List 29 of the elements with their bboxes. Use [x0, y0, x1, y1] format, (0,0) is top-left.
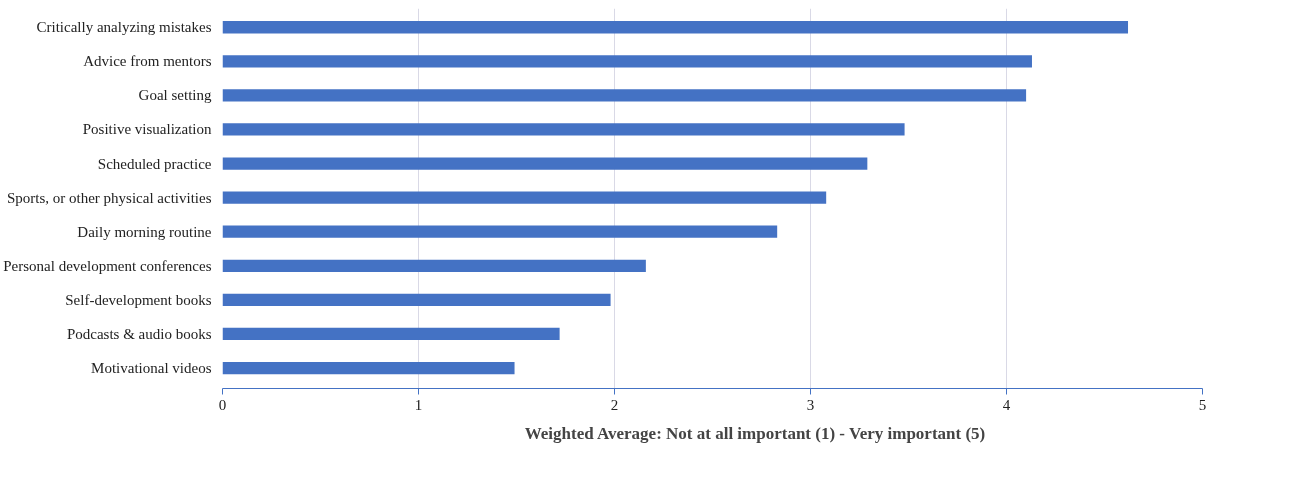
y-tick-label: Positive visualization [82, 121, 212, 138]
bar [222, 191, 827, 204]
bar [222, 225, 778, 238]
x-tick-label: 2 [610, 396, 619, 413]
x-tick-label: 1 [414, 396, 423, 413]
y-tick-label: Podcasts & audio books [66, 325, 212, 342]
y-tick-label: Personal development conferences [3, 257, 212, 274]
bar [222, 327, 560, 341]
bar [222, 361, 515, 375]
x-tick-label: 3 [806, 396, 815, 413]
y-tick-label: Daily morning routine [77, 223, 212, 240]
bar [222, 157, 868, 170]
y-tick-label: Advice from mentors [83, 53, 212, 70]
x-tick-label: 4 [1002, 396, 1011, 413]
y-tick-label: Self-development books [65, 291, 212, 308]
bar [222, 259, 646, 272]
bar [222, 293, 611, 307]
bar [222, 123, 905, 136]
x-tick-label: 5 [1198, 396, 1207, 413]
bar [222, 21, 1129, 34]
y-tick-label: Critically analyzing mistakes [36, 19, 212, 36]
y-tick-label: Scheduled practice [97, 155, 212, 172]
text: Weighted Average: Not at all important (1) - Very important (5) [524, 424, 986, 444]
bar [222, 89, 1027, 102]
y-tick-label: Goal setting [138, 87, 212, 104]
y-tick-label: Motivational videos [91, 360, 212, 377]
y-tick-label: Sports, or other physical activities [6, 189, 212, 206]
bar [222, 55, 1032, 68]
x-tick-label: 0 [218, 396, 227, 413]
